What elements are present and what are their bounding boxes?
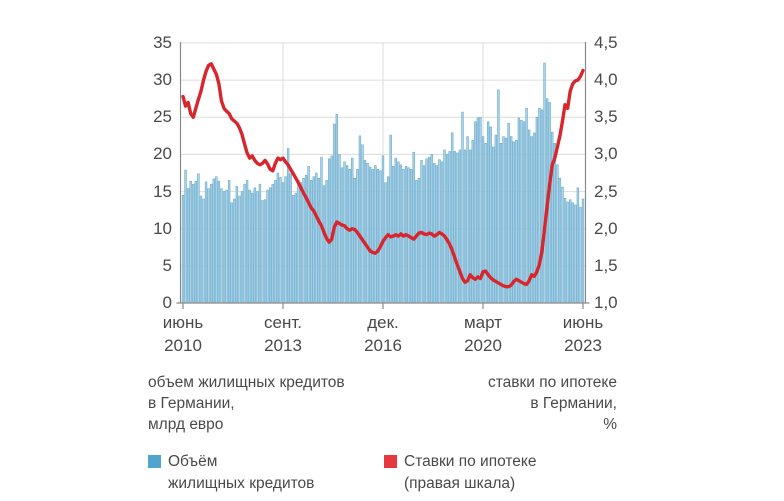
y-left-tick-label: 15 [153,181,172,201]
x-tick-month: июнь [562,313,604,332]
x-tick-year: 2020 [464,336,502,355]
x-tick-month: июнь [162,313,204,332]
left-axis-note-line: в Германии, [148,395,235,412]
y-right-tick-label: 2,0 [594,218,618,238]
right-axis-note-line: ставки по ипотеке [487,374,617,391]
x-tick-month: март [463,313,502,332]
y-left-tick-label: 20 [153,144,172,164]
left-axis-note-line: млрд евро [148,416,224,433]
legend-label-line: Объём [168,453,218,470]
x-tick-label: сент. 2013 [228,311,338,357]
y-left-tick-label: 0 [162,293,172,312]
x-tick-year: 2016 [364,336,402,355]
left-axis-note: объем жилищных кредитов в Германии, млрд… [148,372,345,435]
x-tick-label: июнь 2023 [528,311,638,357]
legend-label-line: жилищных кредитов [168,475,315,492]
y-left-tick-label: 10 [153,218,172,238]
x-tick-label: июнь 2010 [128,311,238,357]
legend-label-line: (правая шкала) [404,475,516,492]
right-axis-note-line: в Германии, [530,395,617,412]
y-right-tick-label: 1,5 [594,255,618,275]
right-axis-note: ставки по ипотеке в Германии, % [488,372,617,435]
y-left-tick-label: 30 [153,70,172,90]
legend-label-line: Ставки по ипотеке [404,453,537,470]
y-right-tick-label: 1,0 [594,293,618,312]
y-left-tick-label: 25 [153,107,172,127]
legend-swatch-loan-volume [148,455,161,468]
x-tick-label: дек. 2016 [328,311,438,357]
y-right-tick-label: 3,0 [594,144,618,164]
x-tick-year: 2013 [264,336,302,355]
y-right-tick-label: 4,5 [594,33,618,52]
x-tick-year: 2023 [564,336,602,355]
x-tick-month: сент. [264,313,302,332]
y-right-tick-label: 3,5 [594,107,618,127]
legend-swatch-mortgage-rate [384,455,397,468]
y-right-tick-label: 2,5 [594,181,618,201]
x-tick-month: дек. [367,313,399,332]
right-axis-note-line: % [603,416,617,433]
x-tick-year: 2010 [164,336,202,355]
x-tick-label: март 2020 [428,311,538,357]
y-left-tick-label: 5 [162,255,172,275]
legend-label-loan-volume: Объём жилищных кредитов [168,451,314,495]
y-left-tick-label: 35 [153,33,172,52]
left-axis-note-line: объем жилищных кредитов [148,374,345,391]
y-right-tick-label: 4,0 [594,70,618,90]
legend-label-mortgage-rate: Ставки по ипотеке (правая шкала) [404,451,537,495]
